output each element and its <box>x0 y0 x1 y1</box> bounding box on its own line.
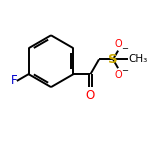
Text: O: O <box>115 69 122 79</box>
Text: S: S <box>108 53 118 66</box>
Text: −: − <box>121 44 128 53</box>
Text: O: O <box>86 89 95 102</box>
Text: O: O <box>115 39 122 49</box>
Text: F: F <box>10 74 17 87</box>
Text: −: − <box>121 66 128 75</box>
Text: CH₃: CH₃ <box>128 54 147 64</box>
